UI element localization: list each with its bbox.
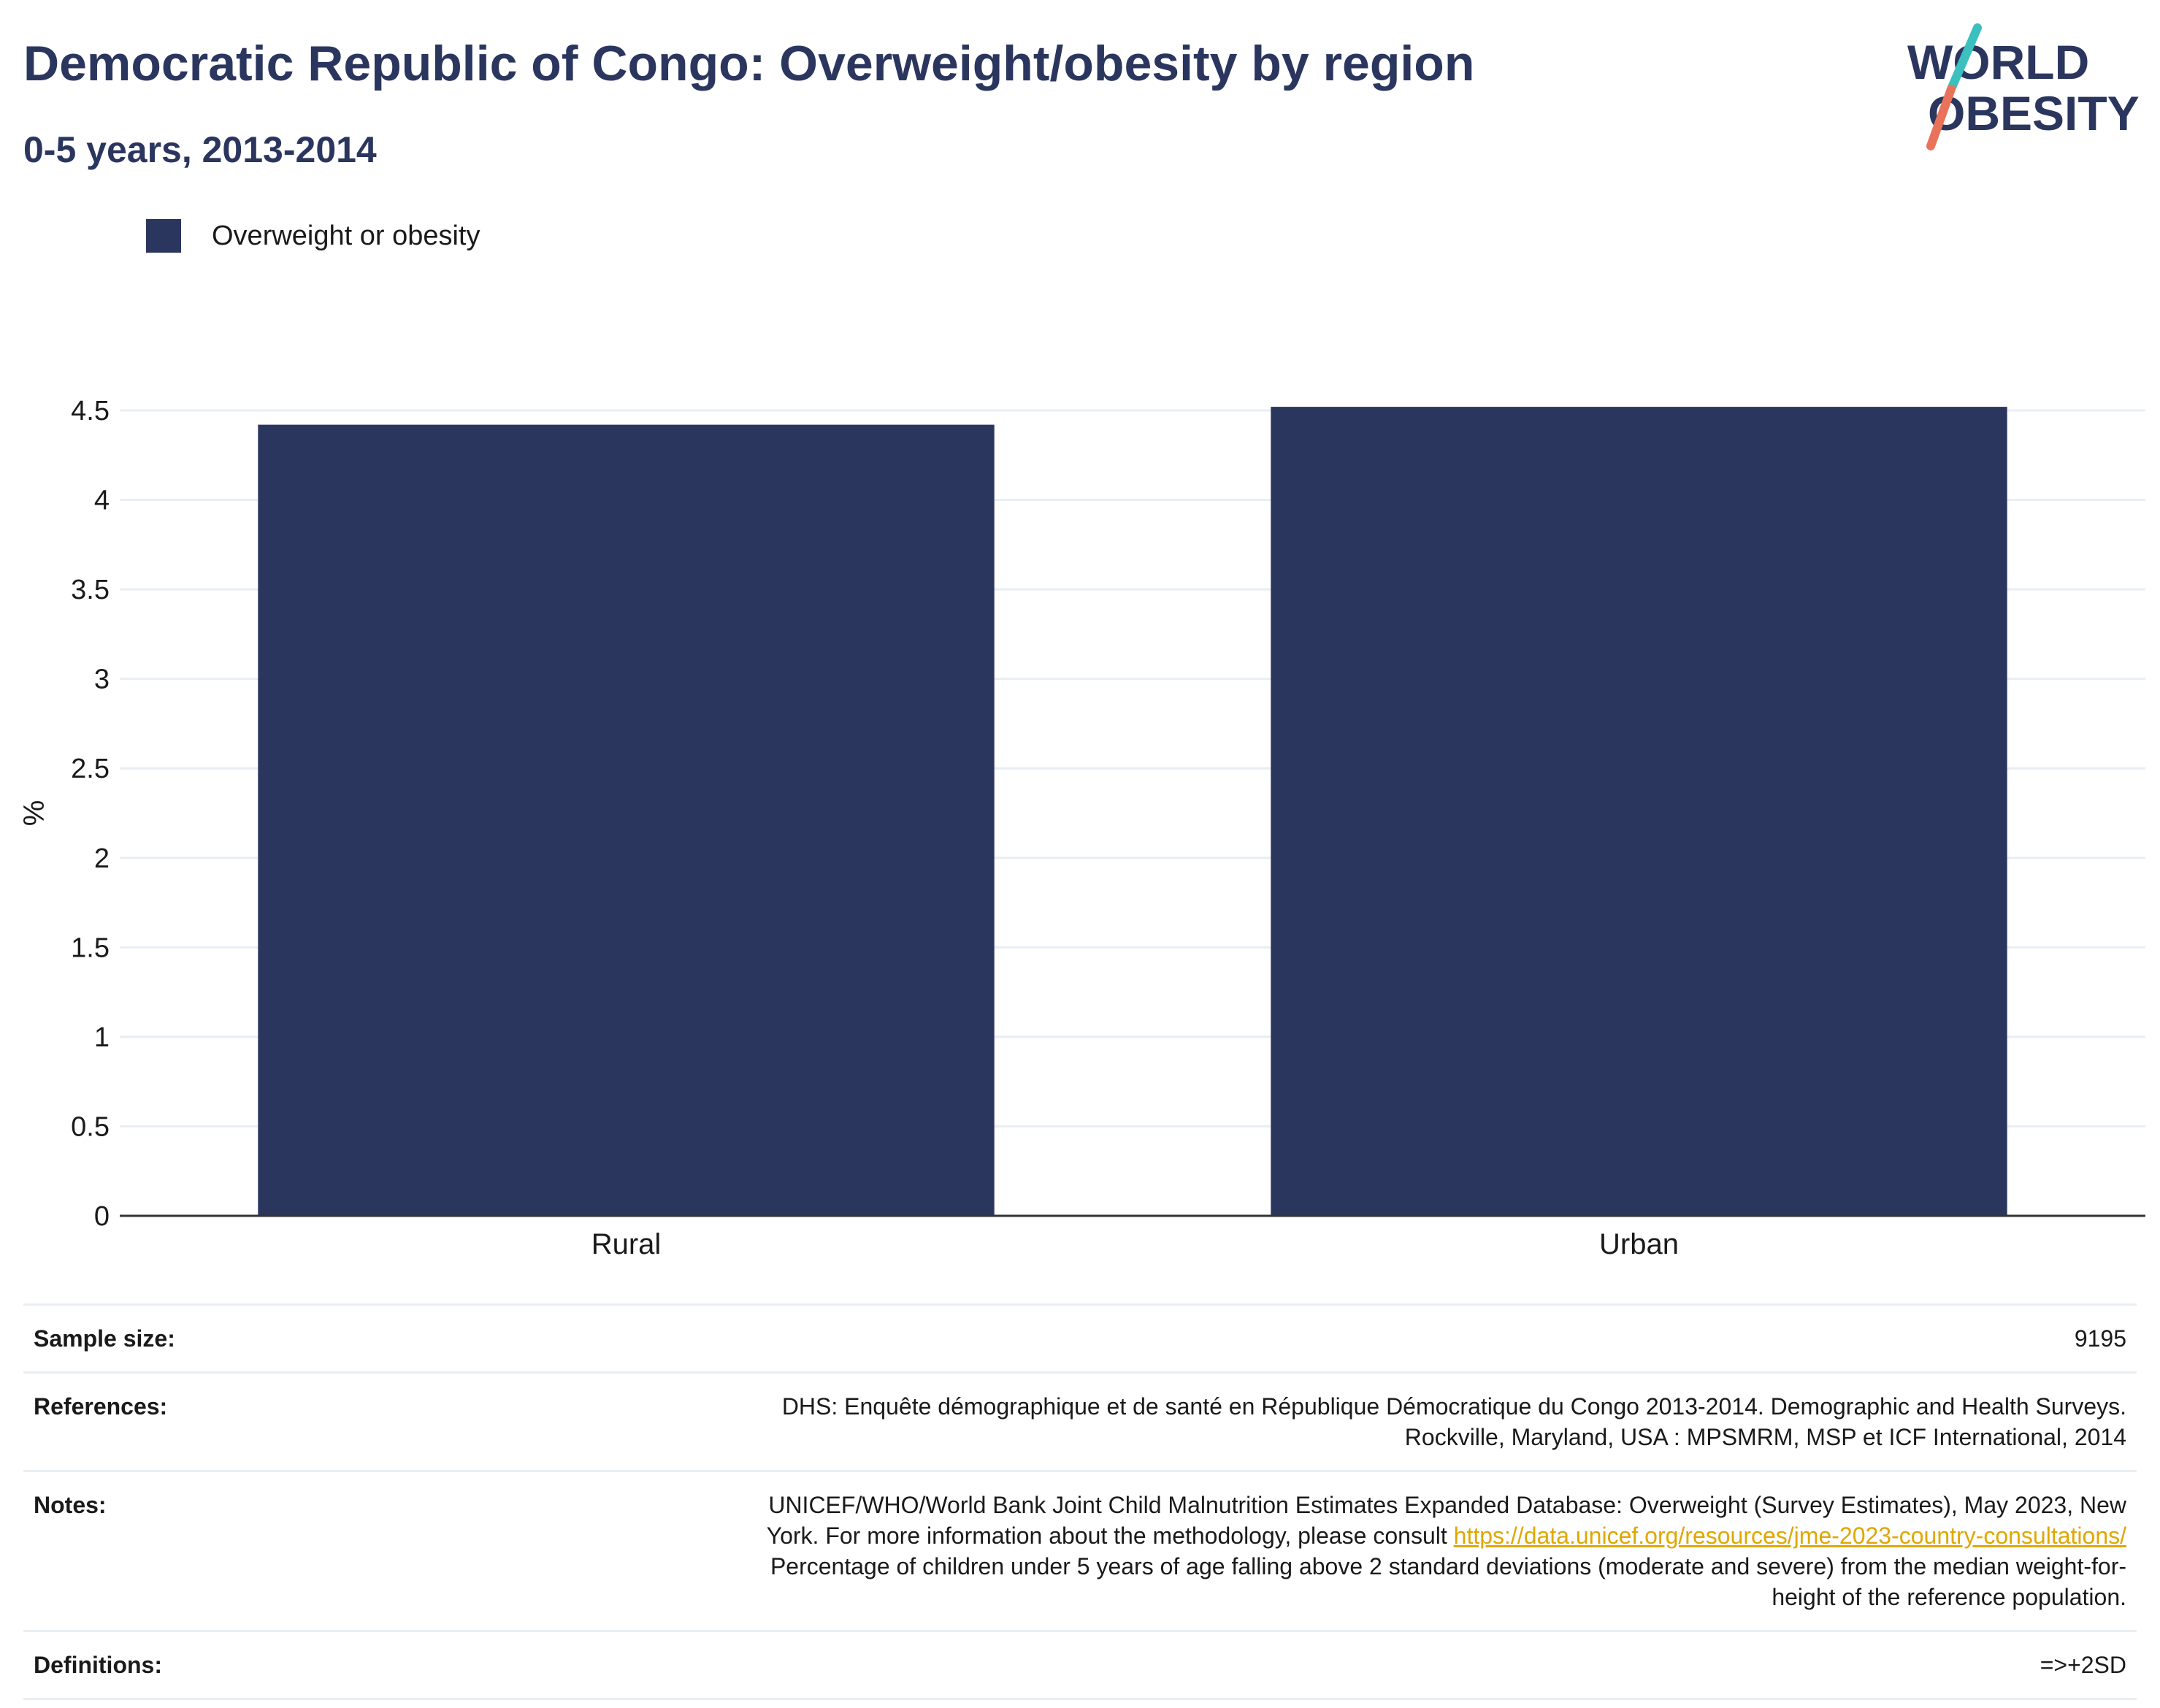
notes-line2: York. For more information about the met… [766,1523,1454,1549]
notes-label: Notes: [34,1492,107,1518]
y-tick-label: 2.5 [71,754,110,784]
y-tick-label: 0.5 [71,1111,110,1142]
sample-size-label: Sample size: [34,1325,175,1352]
definitions-row: Definitions: =>+2SD [23,1630,2137,1700]
references-value: DHS: Enquête démographique et de santé e… [782,1391,2126,1452]
y-tick-label: 1.5 [71,932,110,963]
definitions-label: Definitions: [34,1652,162,1678]
references-line2: Rockville, Maryland, USA : MPSMRM, MSP e… [1404,1424,2126,1450]
page-subtitle: 0-5 years, 2013-2014 [23,129,377,170]
y-tick-label: 4 [94,486,110,516]
bar-chart: 0 0.5 1 1.5 2 2.5 3 3.5 4 4.5 Rural Urban % [18,396,2145,1260]
y-tick-label: 1 [94,1022,110,1053]
bar-rural[interactable] [258,424,995,1216]
bars [258,407,2007,1216]
bar-urban[interactable] [1271,407,2007,1216]
y-tick-label: 4.5 [71,396,110,426]
references-line1: DHS: Enquête démographique et de santé e… [781,1393,2126,1420]
logo-line1: WORLD [1907,35,2089,89]
notes-row: Notes: UNICEF/WHO/World Bank Joint Child… [23,1470,2137,1630]
x-tick-label-rural: Rural [591,1228,662,1260]
legend[interactable]: Overweight or obesity [146,219,480,253]
logo-slash-bottom [1926,85,1956,150]
legend-swatch [146,219,181,253]
logo-slash-top [1947,23,1982,93]
page-title: Democratic Republic of Congo: Overweight… [23,36,1475,91]
y-tick-label: 0 [94,1201,110,1232]
y-tick-labels: 0 0.5 1 1.5 2 2.5 3 3.5 4 4.5 [71,396,110,1232]
definitions-value: =>+2SD [2040,1652,2126,1678]
x-tick-label-urban: Urban [1599,1228,1679,1260]
legend-label: Overweight or obesity [212,220,480,251]
methodology-link[interactable]: https://data.unicef.org/resources/jme-20… [1453,1523,2126,1549]
notes-line1: UNICEF/WHO/World Bank Joint Child Malnut… [768,1492,2126,1518]
y-tick-label: 3 [94,665,110,695]
logo-line2: OBESITY [1928,86,2140,140]
sample-size-value: 9195 [2074,1325,2126,1352]
notes-line4: height of the reference population. [1772,1584,2126,1610]
world-obesity-logo: WORLD OBESITY [1907,23,2140,150]
references-label: References: [34,1393,168,1420]
references-row: References: DHS: Enquête démographique e… [23,1371,2137,1470]
notes-value: UNICEF/WHO/World Bank Joint Child Malnut… [767,1490,2126,1612]
sample-size-row: Sample size: 9195 [23,1303,2137,1371]
y-tick-label: 3.5 [71,575,110,605]
y-axis-label: % [18,800,50,827]
y-tick-label: 2 [94,843,110,874]
metadata-table: Sample size: 9195 References: DHS: Enquê… [23,1303,2137,1700]
notes-line3: Percentage of children under 5 years of … [770,1553,2126,1579]
x-tick-labels: Rural Urban [591,1228,1679,1260]
